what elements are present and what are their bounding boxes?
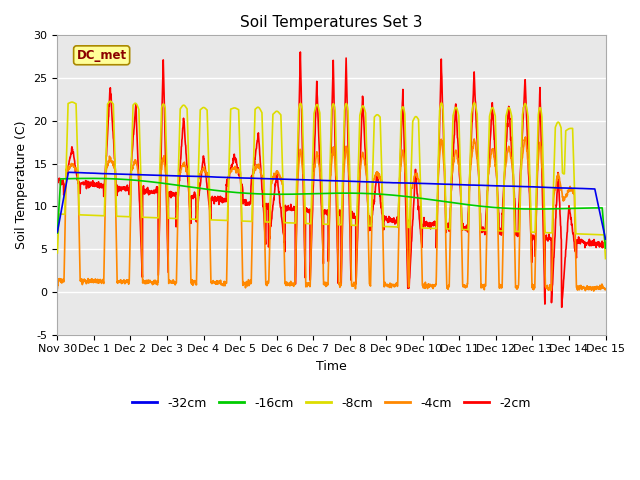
-4cm [602,286,609,292]
-16cm [81,176,89,181]
Y-axis label: Soil Temperature (C): Soil Temperature (C) [15,120,28,249]
Line: -32cm: -32cm [58,172,605,239]
Title: Soil Temperatures Set 3: Soil Temperatures Set 3 [240,15,422,30]
-8cm [321,221,328,227]
-8cm [586,231,593,237]
-4cm [485,164,493,169]
-2cm [54,177,61,183]
-32cm [321,178,328,183]
-8cm [81,212,89,218]
-32cm [586,186,593,192]
-32cm [82,170,90,176]
-2cm [558,304,566,310]
-16cm [54,230,61,236]
-8cm [485,123,493,129]
-16cm [321,191,328,196]
-16cm [586,205,593,211]
-8cm [602,256,609,262]
-16cm [306,191,314,197]
-8cm [54,250,61,256]
-4cm [586,284,593,290]
Line: -2cm: -2cm [58,52,605,307]
-2cm [586,243,594,249]
-16cm [87,176,95,181]
Line: -16cm: -16cm [58,179,605,248]
-32cm [306,177,314,183]
-8cm [106,98,114,104]
-32cm [65,169,72,175]
-4cm [81,278,89,284]
-16cm [602,245,609,251]
-16cm [485,204,493,210]
-16cm [586,205,594,211]
-4cm [590,288,598,294]
-4cm [522,134,529,140]
-8cm [586,231,594,237]
X-axis label: Time: Time [316,360,347,373]
-2cm [602,243,609,249]
-4cm [54,286,61,291]
-2cm [296,49,304,55]
-2cm [306,208,314,214]
Line: -8cm: -8cm [58,101,605,259]
-4cm [320,279,328,285]
-32cm [54,229,61,235]
Legend: -32cm, -16cm, -8cm, -4cm, -2cm: -32cm, -16cm, -8cm, -4cm, -2cm [127,392,536,415]
-32cm [586,186,594,192]
-2cm [586,239,594,244]
-32cm [485,183,493,189]
-8cm [306,221,314,227]
Line: -4cm: -4cm [58,137,605,291]
-2cm [81,180,89,186]
-2cm [321,207,328,213]
Text: DC_met: DC_met [77,49,127,62]
-4cm [305,280,313,286]
-4cm [586,286,594,291]
-2cm [485,159,493,165]
-32cm [602,236,609,242]
